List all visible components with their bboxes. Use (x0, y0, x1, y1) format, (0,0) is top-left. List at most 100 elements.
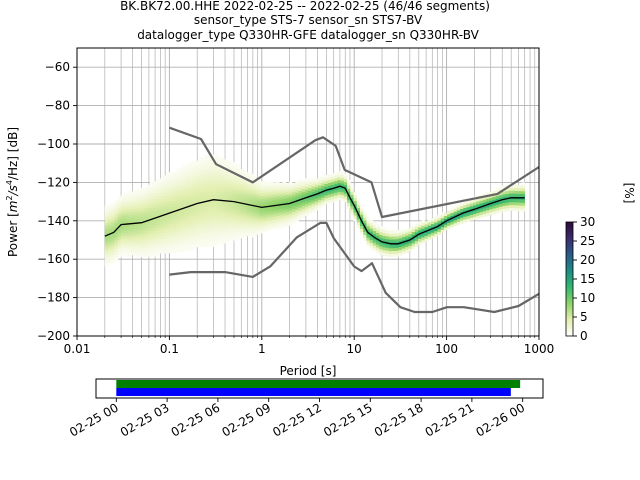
heatmap-cell (182, 228, 186, 232)
heatmap-cell (469, 200, 474, 204)
heatmap-cell (246, 175, 251, 179)
heatmap-cell (108, 221, 112, 225)
heatmap-cell (259, 204, 264, 208)
heatmap-cell (143, 250, 148, 255)
heatmap-cell (217, 223, 222, 227)
heatmap-cell (172, 186, 177, 190)
heatmap-cell (275, 212, 280, 216)
heatmap-cell (305, 189, 309, 193)
heatmap-cell (172, 235, 177, 239)
heatmap-cell (166, 178, 170, 182)
heatmap-cell (224, 188, 228, 192)
heatmap-cell (192, 198, 196, 202)
heatmap-cell (111, 225, 115, 230)
heatmap-cell (230, 222, 235, 226)
heatmap-cell (414, 229, 419, 233)
heatmap-cell (263, 214, 267, 218)
heatmap-cell (162, 230, 167, 234)
heatmap-cell (295, 218, 299, 222)
heatmap-cell (353, 194, 358, 199)
heatmap-cell (150, 247, 154, 252)
heatmap-cell (292, 182, 296, 187)
heatmap-cell (120, 232, 125, 236)
heatmap-cell (204, 209, 209, 213)
heatmap-cell (192, 186, 196, 190)
heatmap-cell (275, 195, 280, 199)
heatmap-cell (308, 208, 312, 212)
heatmap-cell (279, 185, 283, 189)
heatmap-cell (440, 220, 445, 225)
heatmap-cell (308, 187, 312, 192)
heatmap-cell (295, 201, 299, 205)
heatmap-cell (246, 229, 251, 234)
heatmap-cell (195, 235, 199, 239)
heatmap-cell (272, 190, 277, 195)
heatmap-cell (356, 210, 361, 214)
heatmap-cell (372, 233, 377, 237)
heatmap-cell (188, 184, 193, 188)
colorbar-tick-label: 0 (580, 329, 588, 343)
heatmap-cell (208, 180, 212, 184)
heatmap-cell (317, 205, 322, 209)
heatmap-cell (460, 214, 464, 218)
timeline-bar (116, 388, 511, 396)
heatmap-cell (156, 227, 161, 231)
heatmap-cell (179, 242, 183, 247)
heatmap-cell (188, 213, 193, 217)
heatmap-cell (188, 221, 193, 225)
heatmap-cell (359, 222, 364, 227)
heatmap-cell (330, 176, 335, 180)
heatmap-cell (217, 185, 222, 190)
heatmap-cell (327, 182, 332, 186)
heatmap-cell (159, 192, 164, 196)
heatmap-cell (140, 199, 144, 203)
heatmap-cell (195, 226, 199, 230)
heatmap-cell (146, 190, 151, 194)
heatmap-cell (104, 220, 109, 224)
heatmap-cell (201, 203, 206, 207)
heatmap-cell (411, 240, 416, 244)
heatmap-cell (269, 226, 274, 230)
heatmap-cell (175, 234, 180, 238)
heatmap-cell (185, 230, 190, 234)
heatmap-cell (143, 239, 148, 243)
heatmap-cell (111, 243, 115, 247)
heatmap-cell (111, 246, 115, 250)
heatmap-cell (259, 192, 264, 196)
x-tick-label: 10 (347, 342, 362, 356)
heatmap-cell (398, 243, 403, 247)
heatmap-cell (179, 222, 183, 226)
heatmap-cell (340, 194, 345, 199)
heatmap-cell (156, 233, 161, 237)
heatmap-cell (150, 181, 154, 185)
heatmap-cell (250, 219, 254, 224)
heatmap-cell (172, 226, 177, 230)
heatmap-cell (192, 209, 196, 213)
heatmap-cell (495, 195, 500, 200)
heatmap-cell (175, 191, 180, 195)
heatmap-cell (495, 204, 500, 208)
heatmap-cell (392, 230, 396, 234)
heatmap-cell (124, 221, 128, 225)
heatmap-cell (179, 168, 183, 172)
heatmap-cell (314, 189, 319, 194)
heatmap-cell (198, 238, 203, 242)
heatmap-cell (179, 205, 183, 209)
heatmap-cell (450, 218, 454, 222)
heatmap-cell (240, 220, 244, 225)
heatmap-cell (159, 210, 164, 214)
heatmap-cell (521, 182, 525, 186)
heatmap-cell (224, 228, 228, 232)
heatmap-cell (104, 251, 109, 255)
heatmap-cell (111, 220, 115, 224)
heatmap-cell (230, 213, 235, 217)
heatmap-cell (104, 243, 109, 247)
high-noise-model-line (169, 126, 540, 219)
heatmap-cell (317, 179, 322, 183)
heatmap-cell (237, 184, 241, 189)
heatmap-cell (124, 215, 128, 220)
heatmap-cell (175, 200, 180, 204)
heatmap-cell (408, 231, 412, 235)
heatmap-cell (282, 190, 286, 194)
